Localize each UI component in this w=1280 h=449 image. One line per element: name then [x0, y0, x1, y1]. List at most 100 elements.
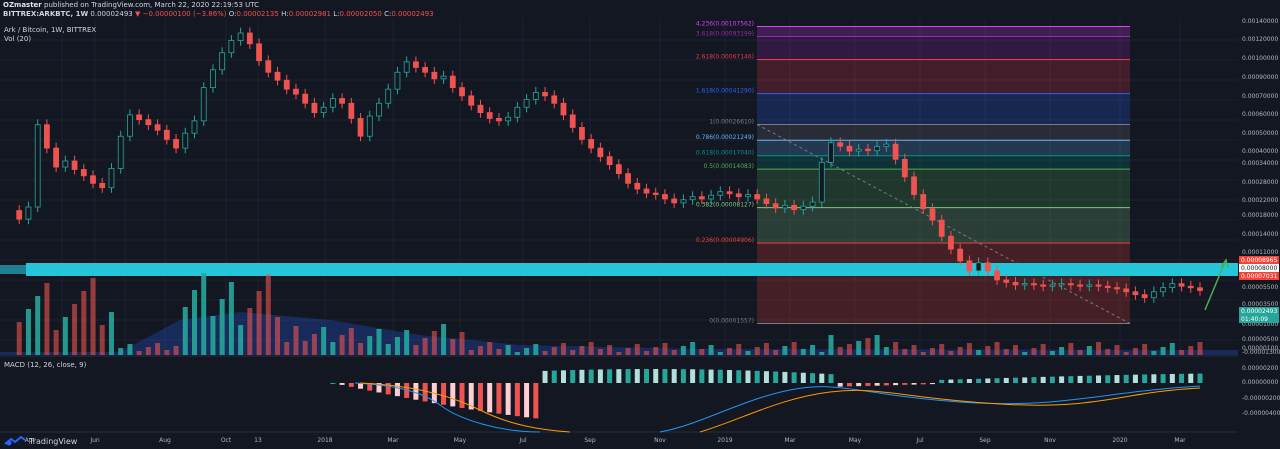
volume-bar	[1096, 342, 1102, 355]
fib-level-label: 0.786(0.00021249)	[696, 134, 754, 141]
candle-up	[394, 71, 401, 90]
volume-bar	[265, 274, 271, 355]
time-axis[interactable]: Apr Jun Aug Oct 13 2018 Mar May Jul Sep Nov 2019 Mar…	[25, 437, 1186, 444]
candle-down	[468, 95, 475, 106]
volume-bar	[90, 278, 96, 355]
candle-down	[412, 61, 419, 68]
volume-bar	[145, 347, 151, 355]
fib-level-label: 0.618(0.00017040)	[696, 150, 754, 157]
candle-down	[1178, 283, 1185, 287]
publish-info: published on TradingView.com, March 22, …	[44, 1, 259, 9]
macd-histogram-bar	[680, 369, 686, 383]
candle-down	[542, 92, 548, 97]
macd-histogram-bar	[1151, 374, 1157, 383]
candle-down	[901, 158, 908, 178]
volume-bar	[524, 348, 530, 355]
candle-up	[1150, 291, 1157, 299]
fib-band	[757, 155, 1130, 170]
volume-bar	[607, 345, 613, 355]
candle-up	[219, 52, 226, 71]
volume-bar	[1077, 350, 1083, 355]
fib-level-label: 1(0.00026610)	[709, 118, 754, 125]
symbol-name[interactable]: BITTREX:ARKBTC, 1W	[3, 10, 89, 18]
fib-level-label: 0(0.00001557)	[709, 318, 754, 325]
candle-down	[772, 203, 779, 209]
candle-down	[1012, 281, 1019, 286]
volume-legend[interactable]: Vol (20)	[4, 35, 32, 43]
candle-down	[892, 143, 899, 160]
volume-bar	[810, 345, 816, 355]
macd-histogram-bar	[1160, 374, 1166, 383]
ohlc-o-label: O:	[228, 10, 237, 18]
volume-bar	[653, 347, 659, 355]
volume-bar	[275, 317, 281, 355]
candle-down	[477, 104, 484, 114]
volume-bar	[846, 344, 852, 355]
volume-bar	[108, 312, 114, 355]
price-axis-tick: 0.00034000	[1242, 160, 1278, 167]
volume-bar	[431, 331, 437, 355]
price-axis-tick: 0.00100000	[1242, 55, 1278, 62]
tradingview-logo[interactable]: TradingView	[4, 436, 77, 446]
candle-down	[1114, 287, 1120, 290]
ohlc-l: 0.00002050	[339, 10, 382, 18]
candle-down	[754, 194, 761, 200]
candle-down	[449, 75, 456, 89]
volume-bar	[1114, 345, 1120, 355]
price-axis-tick: 0.00060000	[1242, 111, 1278, 118]
candle-down	[80, 169, 87, 177]
fib-band	[757, 93, 1130, 125]
candle-down	[283, 79, 290, 90]
macd-histogram-bar	[893, 383, 899, 386]
macd-histogram-bar	[1013, 377, 1019, 383]
candle-up	[708, 194, 714, 200]
macd-histogram-bar	[773, 371, 779, 383]
volume-bar	[219, 299, 225, 355]
macd-histogram-bar	[976, 378, 982, 383]
price-axis[interactable]: 0.00140000 0.00120000 0.00100000 0.00090000…	[1238, 0, 1280, 449]
candle-down	[486, 112, 493, 119]
volume-bar	[72, 304, 78, 355]
volume-bar	[1142, 344, 1148, 355]
macd-histogram-bar	[477, 383, 483, 411]
volume-bar	[182, 307, 188, 355]
macd-histogram-bar	[625, 369, 631, 383]
author-name[interactable]: OZmaster	[3, 1, 42, 9]
volume-bar	[920, 352, 926, 355]
volume-bar	[800, 349, 806, 355]
macd-histogram-bar	[376, 383, 382, 393]
time-axis-label: Aug	[159, 437, 171, 444]
macd-histogram-bar	[422, 383, 428, 402]
main-series-legend[interactable]: Ark / Bitcoin, 1W, BITTREX	[4, 26, 97, 34]
ohlc-c: 0.00002493	[391, 10, 434, 18]
publish-header: OZmaster published on TradingView.com, M…	[3, 1, 259, 9]
volume-bar	[883, 347, 889, 355]
macd-histogram-bar	[358, 383, 364, 389]
macd-histogram-bar	[1096, 375, 1102, 383]
macd-legend[interactable]: MACD (12, 26, close, 9)	[4, 361, 87, 369]
candle-down	[560, 102, 567, 116]
candle-down	[615, 164, 622, 175]
candle-down	[984, 262, 991, 272]
volume-bar	[404, 330, 410, 355]
macd-histogram-bar	[1022, 377, 1028, 383]
macd-histogram-bar	[533, 383, 539, 419]
volume-bar	[690, 342, 696, 355]
volume-bar	[25, 309, 31, 355]
candle-down	[588, 139, 595, 149]
macd-histogram-bar	[1197, 373, 1203, 383]
volume-bar	[477, 346, 483, 355]
volume-bar	[1086, 346, 1092, 355]
volume-bar	[256, 291, 262, 355]
volume-bar	[1123, 352, 1129, 355]
volume-bar	[1040, 344, 1046, 355]
price-axis-tick: 0.00028000	[1242, 179, 1278, 186]
volume-bar	[911, 345, 917, 355]
candle-down	[938, 219, 945, 237]
macd-histogram-bar	[644, 369, 650, 383]
macd-histogram-bar	[985, 378, 991, 383]
volume-bar	[542, 351, 548, 355]
fib-band	[757, 124, 1130, 141]
candle-down	[422, 67, 429, 73]
